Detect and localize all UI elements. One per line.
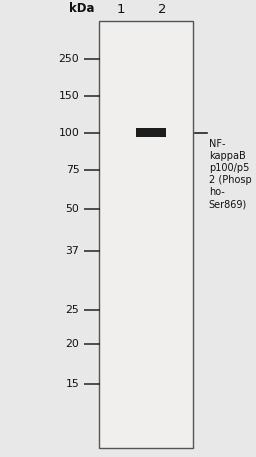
Text: 1: 1 bbox=[116, 3, 125, 16]
Text: 150: 150 bbox=[59, 91, 79, 101]
Text: 75: 75 bbox=[66, 165, 79, 175]
Bar bbox=[99, 21, 193, 448]
Bar bbox=[136, 128, 166, 137]
Text: NF-
kappaB
p100/p5
2 (Phosp
ho-
Ser869): NF- kappaB p100/p5 2 (Phosp ho- Ser869) bbox=[209, 139, 251, 209]
Text: 20: 20 bbox=[66, 339, 79, 349]
Text: 50: 50 bbox=[66, 204, 79, 214]
Text: 15: 15 bbox=[66, 379, 79, 389]
Text: 37: 37 bbox=[66, 246, 79, 256]
Text: 2: 2 bbox=[158, 3, 167, 16]
Text: 100: 100 bbox=[58, 128, 79, 138]
Text: 250: 250 bbox=[59, 54, 79, 64]
Text: kDa: kDa bbox=[69, 2, 95, 15]
Text: 25: 25 bbox=[66, 305, 79, 315]
